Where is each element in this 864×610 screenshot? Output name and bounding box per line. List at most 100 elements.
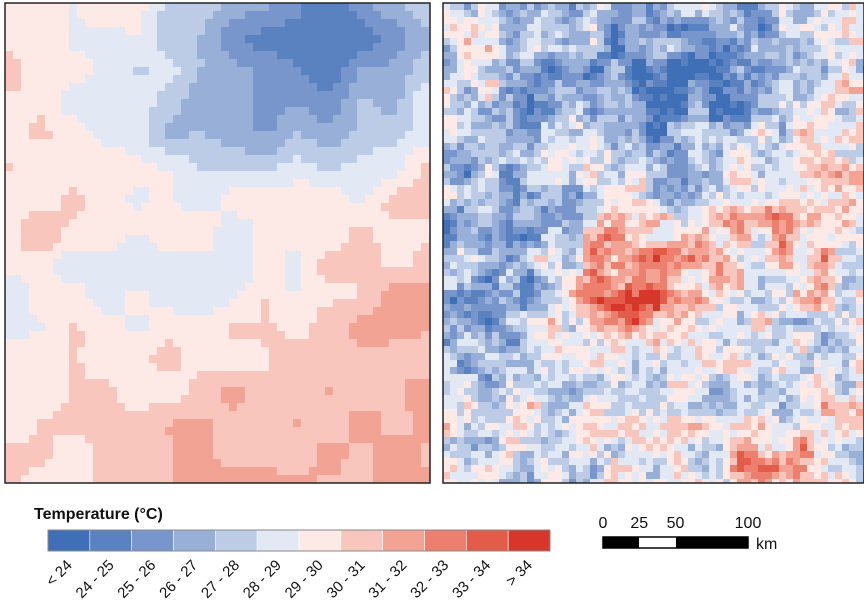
raster-cell [237,251,245,259]
raster-cell [229,419,237,427]
raster-cell [93,195,101,203]
raster-cell [405,227,413,235]
raster-cell [5,203,13,211]
raster-cell [667,150,674,157]
raster-cell [309,163,317,171]
raster-cell [197,147,205,155]
raster-cell [173,43,181,51]
raster-cell [485,115,492,122]
raster-cell [793,31,800,38]
raster-cell [197,307,205,315]
raster-cell [667,171,674,178]
raster-cell [405,211,413,219]
raster-cell [269,115,277,123]
raster-cell [189,147,197,155]
raster-cell [85,11,93,19]
raster-cell [109,443,117,451]
raster-cell [29,83,37,91]
raster-cell [779,143,786,150]
raster-cell [53,179,61,187]
raster-cell [173,35,181,43]
raster-cell [237,67,245,75]
raster-cell [632,199,639,206]
raster-cell [457,192,464,199]
raster-cell [181,19,189,27]
raster-cell [149,339,157,347]
raster-cell [357,475,365,483]
raster-cell [205,3,213,11]
raster-cell [93,339,101,347]
raster-cell [464,150,471,157]
raster-cell [133,3,141,11]
raster-cell [181,451,189,459]
raster-cell [389,43,397,51]
raster-cell [133,251,141,259]
raster-cell [109,67,117,75]
raster-cell [807,31,814,38]
raster-cell [814,185,821,192]
raster-cell [21,267,29,275]
raster-cell [835,31,842,38]
raster-cell [221,243,229,251]
raster-cell [709,171,716,178]
raster-cell [269,467,277,475]
raster-cell [253,347,261,355]
raster-cell [772,185,779,192]
raster-cell [349,339,357,347]
raster-cell [29,195,37,203]
raster-cell [709,17,716,24]
raster-cell [653,10,660,17]
raster-cell [405,235,413,243]
raster-cell [373,411,381,419]
raster-cell [413,187,421,195]
raster-cell [181,155,189,163]
raster-cell [653,45,660,52]
raster-cell [13,51,21,59]
raster-cell [365,139,373,147]
raster-cell [492,129,499,136]
raster-cell [93,419,101,427]
raster-cell [576,178,583,185]
raster-cell [117,35,125,43]
raster-cell [69,435,77,443]
raster-cell [485,38,492,45]
raster-cell [317,475,325,483]
raster-cell [109,91,117,99]
raster-cell [197,371,205,379]
raster-cell [389,131,397,139]
raster-cell [405,179,413,187]
raster-cell [471,80,478,87]
raster-cell [389,339,397,347]
raster-cell [173,411,181,419]
raster-cell [165,35,173,43]
raster-cell [849,94,856,101]
raster-cell [77,43,85,51]
raster-cell [85,107,93,115]
raster-cell [716,45,723,52]
raster-cell [53,19,61,27]
raster-cell [653,150,660,157]
raster-cell [695,80,702,87]
raster-cell [261,435,269,443]
raster-cell [357,307,365,315]
raster-cell [576,73,583,80]
raster-cell [205,59,213,67]
raster-cell [133,43,141,51]
raster-cell [325,11,333,19]
raster-cell [141,363,149,371]
raster-cell [793,136,800,143]
raster-cell [349,131,357,139]
raster-cell [397,403,405,411]
raster-cell [349,67,357,75]
raster-cell [681,17,688,24]
raster-cell [625,171,632,178]
raster-cell [205,467,213,475]
raster-cell [333,283,341,291]
raster-cell [534,3,541,10]
raster-cell [117,107,125,115]
raster-cell [793,164,800,171]
raster-cell [604,108,611,115]
raster-cell [269,91,277,99]
raster-cell [245,267,253,275]
raster-cell [13,211,21,219]
